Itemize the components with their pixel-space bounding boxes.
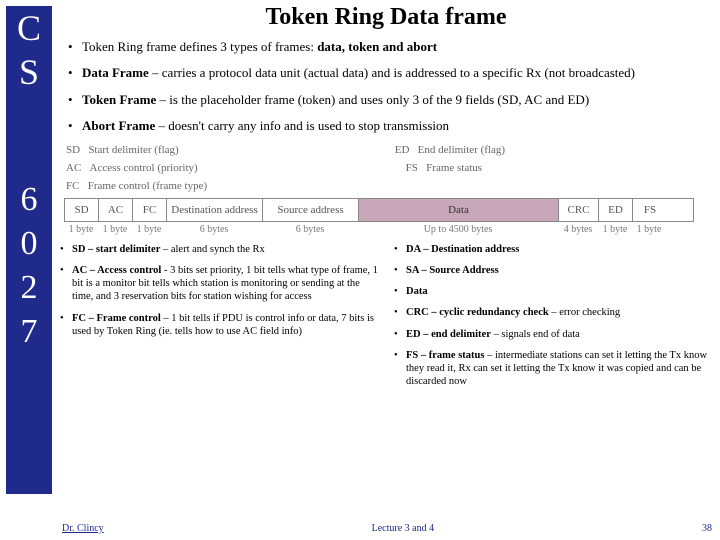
bullet-item: Data Frame – carries a protocol data uni… [68, 65, 712, 81]
page-number: 38 [702, 523, 712, 534]
bullet-item: Token Ring frame defines 3 types of fram… [68, 39, 712, 55]
frame-row: SDACFCDestination addressSource addressD… [64, 198, 694, 222]
right-column: DA – Destination address SA – Source Add… [394, 243, 712, 396]
frame-size: 1 byte [132, 224, 166, 235]
slide-content: Token Ring Data frame Token Ring frame d… [60, 4, 712, 396]
frame-cell: SD [65, 199, 99, 221]
frame-size: Up to 4500 bytes [358, 224, 558, 235]
field-item: DA – Destination address [394, 243, 712, 256]
frame-size: 6 bytes [262, 224, 358, 235]
frame-size: 1 byte [64, 224, 98, 235]
frame-cell: Source address [263, 199, 359, 221]
slide-title: Token Ring Data frame [60, 4, 712, 31]
frame-cell: AC [99, 199, 133, 221]
frame-cell: FC [133, 199, 167, 221]
frame-size: 1 byte [632, 224, 666, 235]
field-item: SA – Source Address [394, 264, 712, 277]
frame-cell: ED [599, 199, 633, 221]
field-item: AC – Access control - 3 bits set priorit… [60, 264, 378, 303]
field-descriptions: SD – start delimiter – alert and synch t… [60, 243, 712, 396]
bullet-item: Token Frame – is the placeholder frame (… [68, 92, 712, 108]
frame-size: 1 byte [98, 224, 132, 235]
field-item: CRC – cyclic redundancy check – error ch… [394, 306, 712, 319]
lecture-label: Lecture 3 and 4 [372, 523, 434, 534]
frame-cell: Data [359, 199, 559, 221]
sidebar-digit: 0 [6, 222, 52, 266]
frame-diagram: SD Start delimiter (flag) ED End delimit… [64, 144, 694, 235]
top-bullets: Token Ring frame defines 3 types of fram… [60, 39, 712, 134]
field-item: FS – frame status – intermediate station… [394, 349, 712, 388]
field-item: Data [394, 285, 712, 298]
field-item: FC – Frame control – 1 bit tells if PDU … [60, 312, 378, 338]
field-item: ED – end delimiter – signals end of data [394, 328, 712, 341]
frame-size: 6 bytes [166, 224, 262, 235]
sidebar-digit: 7 [6, 310, 52, 354]
bullet-item: Abort Frame – doesn't carry any info and… [68, 118, 712, 134]
frame-size: 1 byte [598, 224, 632, 235]
slide-footer: Dr. Clincy Lecture 3 and 4 38 [62, 523, 712, 534]
sidebar-digit: 2 [6, 266, 52, 310]
frame-cell: CRC [559, 199, 599, 221]
legend-row: AC Access control (priority) FS Frame st… [64, 162, 694, 174]
legend-row: FC Frame control (frame type) [64, 180, 694, 192]
left-column: SD – start delimiter – alert and synch t… [60, 243, 378, 396]
sidebar-letter: S [6, 50, 52, 94]
frame-cell: FS [633, 199, 667, 221]
frame-size: 4 bytes [558, 224, 598, 235]
frame-cell: Destination address [167, 199, 263, 221]
course-sidebar: C S 6 0 2 7 [6, 6, 52, 494]
legend-row: SD Start delimiter (flag) ED End delimit… [64, 144, 694, 156]
sidebar-letter: C [6, 6, 52, 50]
author: Dr. Clincy [62, 523, 104, 534]
sidebar-digit: 6 [6, 178, 52, 222]
field-item: SD – start delimiter – alert and synch t… [60, 243, 378, 256]
size-row: 1 byte1 byte1 byte6 bytes6 bytesUp to 45… [64, 224, 694, 235]
